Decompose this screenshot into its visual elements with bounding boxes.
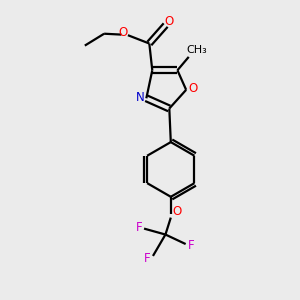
Text: O: O	[118, 26, 127, 39]
Text: N: N	[135, 91, 144, 104]
Text: O: O	[188, 82, 197, 94]
Text: F: F	[188, 239, 195, 252]
Text: F: F	[135, 220, 142, 234]
Text: F: F	[144, 252, 151, 266]
Text: CH₃: CH₃	[186, 45, 207, 55]
Text: O: O	[165, 15, 174, 28]
Text: O: O	[173, 205, 182, 218]
